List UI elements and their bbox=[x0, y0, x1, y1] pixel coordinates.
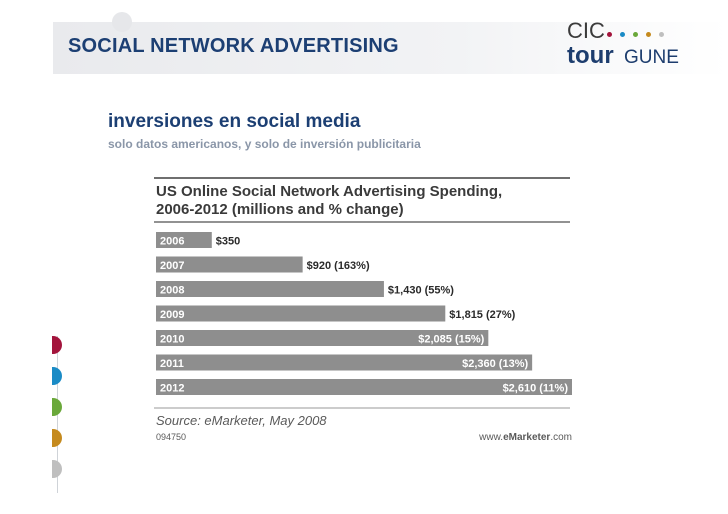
chart-title-line1: US Online Social Network Advertising Spe… bbox=[156, 183, 502, 200]
value-label: $2,360 (13%) bbox=[462, 358, 528, 370]
accent-dot bbox=[52, 429, 62, 447]
bar bbox=[156, 232, 212, 248]
logo-dots bbox=[607, 24, 672, 42]
logo-gune-text: GUNE bbox=[624, 47, 679, 68]
logo-tour-text: tour bbox=[567, 42, 614, 69]
chart-bars: 2006 $350 2007 $920 (163%) 2008 $1,430 (55%) 2… bbox=[156, 232, 572, 395]
chart-id: 094750 bbox=[156, 432, 186, 442]
accent-dots bbox=[52, 336, 62, 493]
brand-suffix: .com bbox=[550, 432, 572, 443]
chart-title-line2: 2006-2012 (millions and % change) bbox=[156, 201, 404, 218]
value-label: $1,430 (55%) bbox=[388, 285, 454, 297]
value-label: $920 (163%) bbox=[307, 260, 370, 272]
value-label: $1,815 (27%) bbox=[449, 309, 515, 321]
header-bubble bbox=[112, 12, 132, 32]
cic-tourgune-logo: CIC tour GUNE bbox=[567, 18, 717, 74]
bar bbox=[156, 379, 572, 395]
logo-cic-text: CIC bbox=[567, 18, 605, 43]
value-label: $2,085 (15%) bbox=[418, 334, 484, 346]
bar bbox=[156, 281, 384, 297]
accent-dot bbox=[52, 336, 62, 354]
logo-dot bbox=[646, 32, 651, 37]
bar bbox=[156, 354, 533, 371]
category-label: 2006 bbox=[160, 236, 184, 248]
category-label: 2008 bbox=[160, 285, 184, 297]
category-label: 2009 bbox=[160, 309, 184, 321]
header-band bbox=[53, 22, 728, 74]
slide-title: SOCIAL NETWORK ADVERTISING bbox=[68, 35, 399, 57]
category-label: 2010 bbox=[160, 334, 184, 346]
logo-dot bbox=[659, 32, 664, 37]
section-note: solo datos americanos, y solo de inversi… bbox=[108, 137, 421, 151]
category-label: 2011 bbox=[160, 358, 184, 370]
bar bbox=[156, 305, 446, 322]
bar bbox=[156, 256, 303, 273]
section-heading: inversiones en social media bbox=[108, 111, 361, 132]
chart-source: Source: eMarketer, May 2008 bbox=[156, 413, 327, 428]
value-label: $350 bbox=[216, 236, 240, 248]
logo-dot bbox=[620, 32, 625, 37]
bar bbox=[156, 330, 489, 346]
emarketer-chart: US Online Social Network Advertising Spe… bbox=[150, 176, 578, 450]
brand-name: eMarketer bbox=[503, 432, 550, 443]
accent-dot bbox=[52, 460, 62, 478]
value-label: $2,610 (11%) bbox=[503, 383, 569, 395]
chart-svg: US Online Social Network Advertising Spe… bbox=[150, 176, 578, 450]
accent-dot bbox=[52, 398, 62, 416]
category-label: 2012 bbox=[160, 383, 184, 395]
category-label: 2007 bbox=[160, 260, 184, 272]
logo-dot bbox=[633, 32, 638, 37]
emarketer-brand: www.eMarketer.com bbox=[478, 432, 572, 443]
accent-dot bbox=[52, 367, 62, 385]
logo-dot bbox=[607, 32, 612, 37]
brand-prefix: www. bbox=[478, 432, 503, 443]
